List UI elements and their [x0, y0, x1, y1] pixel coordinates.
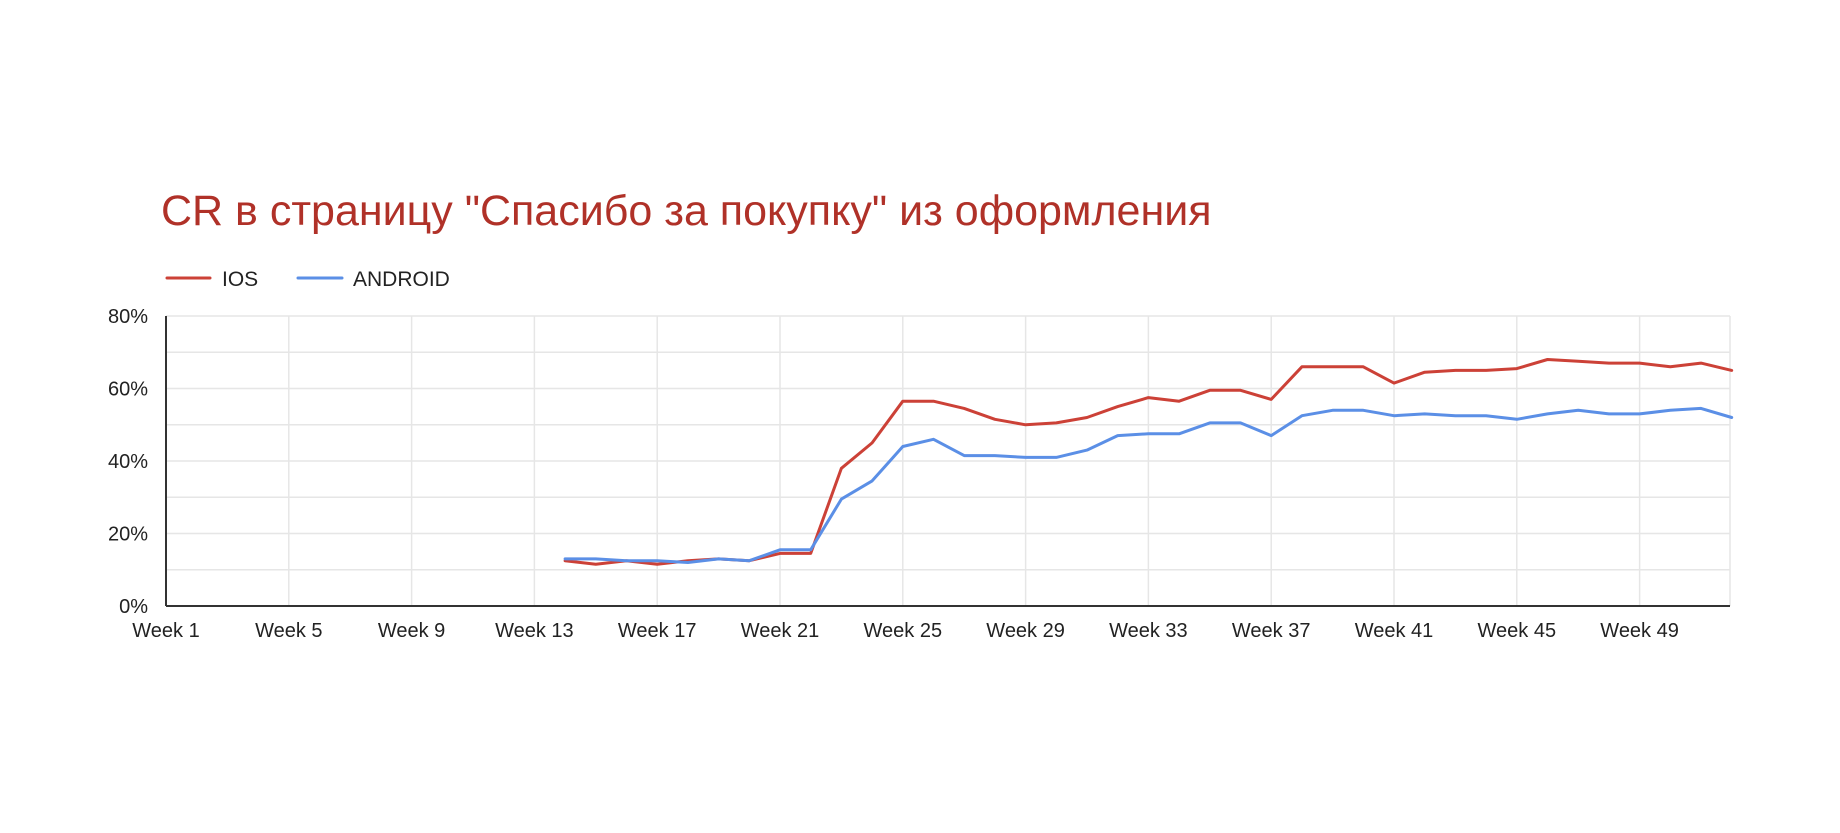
legend: IOS ANDROID [165, 268, 450, 291]
series-line-android [563, 406, 1734, 564]
x-tick-label: Week 25 [864, 620, 943, 642]
x-tick-label: Week 13 [495, 620, 574, 642]
x-tick-label: Week 9 [378, 620, 445, 642]
x-tick-label: Week 49 [1600, 620, 1679, 642]
y-tick-label: 80% [108, 306, 148, 328]
x-tick-label: Week 5 [255, 620, 322, 642]
legend-label-android: ANDROID [353, 268, 450, 291]
x-tick-label: Week 45 [1478, 620, 1557, 642]
y-tick-label: 40% [108, 451, 148, 473]
legend-label-ios: IOS [222, 268, 258, 291]
x-tick-label: Week 21 [741, 620, 820, 642]
y-tick-label: 20% [108, 524, 148, 546]
x-tick-label: Week 33 [1109, 620, 1188, 642]
x-tick-label: Week 29 [986, 620, 1065, 642]
chart-title: CR в страницу "Спасибо за покупку" из оф… [161, 187, 1212, 235]
series-lines [563, 358, 1734, 566]
legend-item-ios: IOS [165, 268, 258, 291]
y-tick-label: 60% [108, 379, 148, 401]
x-axis-ticks: Week 1 Week 5 Week 9 Week 13 Week 17 Week 21 W… [132, 620, 1679, 642]
x-tick-label: Week 17 [618, 620, 697, 642]
legend-item-android: ANDROID [296, 268, 450, 291]
y-axis-ticks: 0% 20% 40% 60% 80% [108, 306, 148, 618]
y-tick-label: 0% [119, 596, 148, 618]
x-tick-label: Week 37 [1232, 620, 1311, 642]
grid-lines [166, 315, 1731, 606]
x-tick-label: Week 41 [1355, 620, 1434, 642]
x-tick-label: Week 1 [132, 620, 199, 642]
